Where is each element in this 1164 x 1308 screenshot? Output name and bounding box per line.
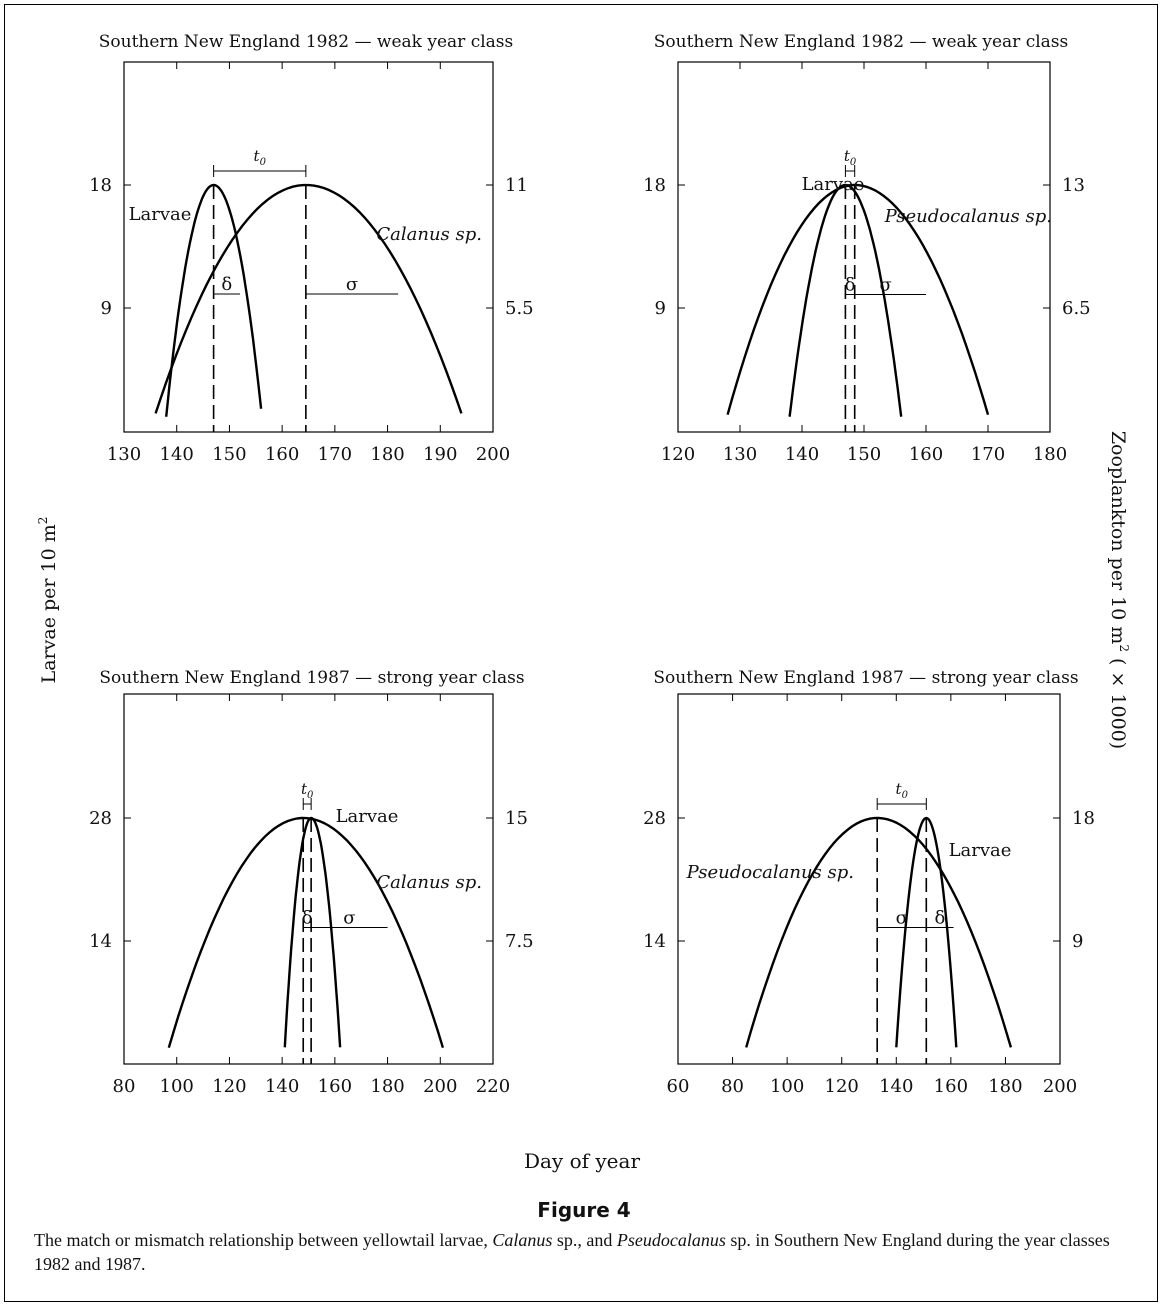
chart-panel-2: Southern New England 1982 — weak year cl… [643, 32, 1091, 465]
plot-frame [123, 693, 494, 1065]
zooplankton-curve [167, 816, 445, 1049]
y-tick-label-right: 7.5 [505, 931, 534, 952]
delta-label: δ [935, 908, 946, 929]
zooplankton-curve [745, 816, 1013, 1048]
y-tick-label-left: 28 [643, 808, 666, 829]
plot-frame [677, 693, 1061, 1065]
plot-frame [123, 61, 494, 433]
y-tick-label-left: 9 [101, 298, 112, 319]
x-tick-label: 200 [476, 444, 510, 465]
zooplankton-curve [726, 183, 990, 416]
chart-panel-4: Southern New England 1987 — strong year … [643, 668, 1095, 1097]
x-tick-label: 140 [879, 1076, 913, 1097]
zooplankton-label: Pseudocalanus sp. [884, 206, 1052, 227]
figure-title: Figure 4 [537, 1198, 631, 1222]
x-tick-label: 120 [212, 1076, 246, 1097]
x-axis-label: Day of year [524, 1149, 640, 1173]
x-tick-label: 170 [971, 444, 1005, 465]
sigma-label: σ [346, 274, 358, 295]
chart-title: Southern New England 1982 — weak year cl… [99, 32, 513, 52]
chart-panel-1: Southern New England 1982 — weak year cl… [89, 32, 534, 465]
y-tick-label-right: 13 [1062, 175, 1085, 196]
t0-label: t0 [301, 780, 314, 801]
x-tick-label: 150 [847, 444, 881, 465]
x-tick-label: 140 [785, 444, 819, 465]
x-tick-label: 200 [423, 1076, 457, 1097]
x-tick-label: 160 [265, 444, 299, 465]
x-tick-label: 190 [423, 444, 457, 465]
x-tick-label: 60 [667, 1076, 690, 1097]
larvae-curve [895, 816, 958, 1048]
chart-title: Southern New England 1987 — strong year … [99, 668, 524, 688]
y-tick-label-left: 18 [643, 175, 666, 196]
x-tick-label: 170 [318, 444, 352, 465]
x-tick-label: 160 [934, 1076, 968, 1097]
x-tick-label: 130 [107, 444, 141, 465]
x-tick-label: 160 [909, 444, 943, 465]
figure-frame [4, 4, 1158, 1302]
y-tick-label-right: 11 [505, 175, 528, 196]
y-tick-label-left: 28 [89, 808, 112, 829]
x-tick-label: 100 [160, 1076, 194, 1097]
x-tick-label: 80 [721, 1076, 744, 1097]
zooplankton-label: Pseudocalanus sp. [686, 862, 854, 883]
x-tick-label: 120 [825, 1076, 859, 1097]
y-tick-label-left: 14 [643, 931, 666, 952]
x-tick-label: 150 [212, 444, 246, 465]
x-tick-label: 200 [1043, 1076, 1077, 1097]
chart-title: Southern New England 1987 — strong year … [653, 668, 1078, 688]
x-tick-label: 120 [661, 444, 695, 465]
y-tick-label-right: 18 [1072, 808, 1095, 829]
y-tick-label-left: 18 [89, 175, 112, 196]
larvae-label: Larvae [336, 806, 399, 827]
x-tick-label: 220 [476, 1076, 510, 1097]
larvae-label: Larvae [949, 840, 1012, 861]
sigma-label: σ [896, 908, 908, 929]
sigma-label: σ [343, 908, 355, 929]
x-tick-label: 160 [318, 1076, 352, 1097]
chart-panel-3: Southern New England 1987 — strong year … [89, 668, 534, 1097]
larvae-curve [283, 816, 342, 1048]
x-tick-label: 180 [988, 1076, 1022, 1097]
plot-frame [677, 61, 1051, 433]
zooplankton-curve [154, 183, 463, 414]
y-tick-label-left: 9 [655, 298, 666, 319]
chart-title: Southern New England 1982 — weak year cl… [654, 32, 1068, 52]
x-tick-label: 80 [113, 1076, 136, 1097]
larvae-label: Larvae [802, 174, 865, 195]
x-tick-label: 180 [1033, 444, 1067, 465]
t0-label: t0 [896, 780, 909, 801]
x-tick-label: 140 [265, 1076, 299, 1097]
x-tick-label: 140 [160, 444, 194, 465]
t0-label: t0 [844, 147, 857, 168]
zooplankton-label: Calanus sp. [376, 224, 482, 245]
x-tick-label: 180 [370, 1076, 404, 1097]
caption-block: Figure 4 The match or mismatch relations… [34, 1198, 1134, 1276]
y-tick-label-left: 14 [89, 931, 112, 952]
figure-caption: The match or mismatch relationship betwe… [34, 1230, 1110, 1274]
y-tick-label-right: 9 [1072, 931, 1083, 952]
y-tick-label-right: 5.5 [505, 298, 534, 319]
x-tick-label: 130 [723, 444, 757, 465]
right-axis-label: Zooplankton per 10 m2 ( × 1000) [1107, 431, 1131, 749]
zooplankton-label: Calanus sp. [376, 872, 482, 893]
sigma-label: σ [880, 275, 892, 296]
y-tick-label-right: 6.5 [1062, 298, 1091, 319]
larvae-label: Larvae [129, 204, 192, 225]
x-tick-label: 100 [770, 1076, 804, 1097]
delta-label: δ [302, 908, 313, 929]
x-tick-label: 180 [370, 444, 404, 465]
figure-canvas: Larvae per 10 m2 Zooplankton per 10 m2 (… [36, 32, 1131, 1173]
t0-label: t0 [254, 147, 267, 168]
delta-label: δ [221, 274, 232, 295]
delta-label: δ [845, 275, 856, 296]
y-tick-label-right: 15 [505, 808, 528, 829]
left-axis-label: Larvae per 10 m2 [36, 517, 60, 684]
